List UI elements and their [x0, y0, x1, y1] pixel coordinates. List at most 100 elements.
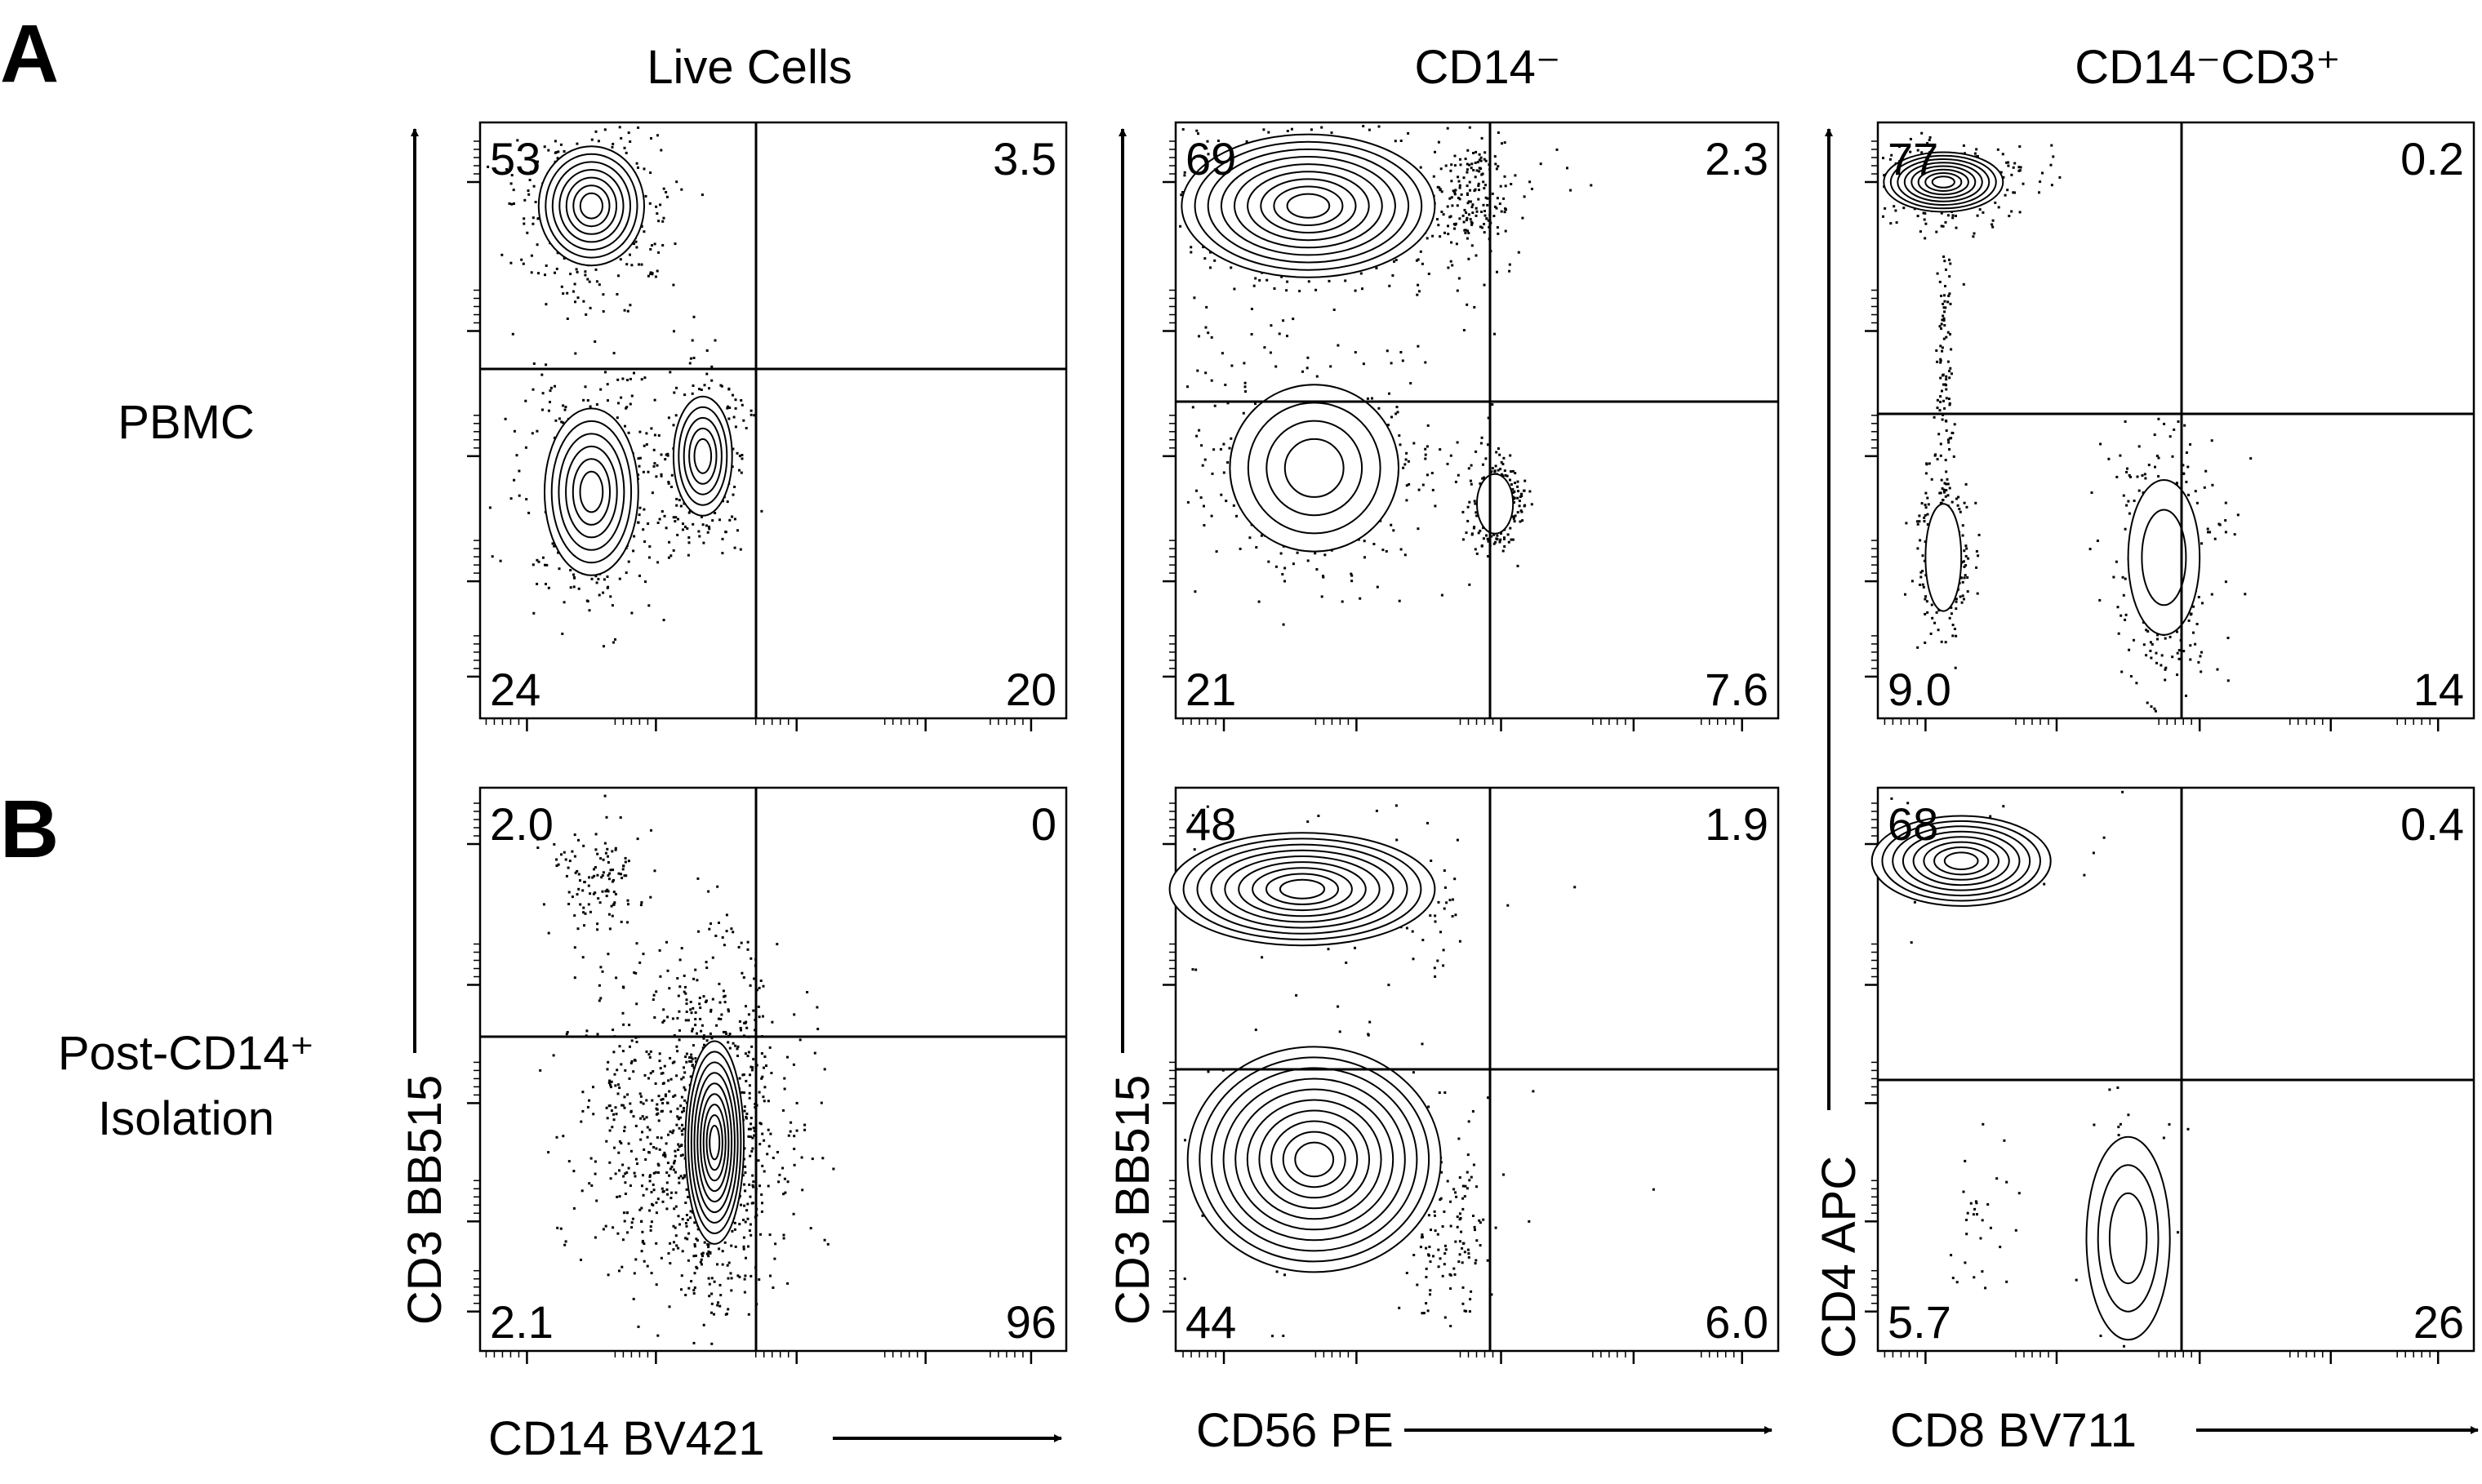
- event-dot: [668, 1090, 671, 1093]
- event-dot: [2213, 537, 2217, 540]
- event-dot: [1955, 634, 1958, 638]
- event-dot: [1468, 126, 1471, 129]
- event-dot: [747, 1313, 750, 1316]
- event-dot: [669, 1130, 672, 1133]
- event-dot: [672, 1129, 675, 1132]
- plot-a-live-cells: 53 3.524 20: [467, 121, 1068, 731]
- event-dot: [1944, 419, 1947, 422]
- event-dot: [708, 525, 710, 528]
- event-dot: [749, 1154, 752, 1157]
- event-dot: [736, 451, 739, 455]
- event-dot: [608, 872, 612, 875]
- event-dot: [2224, 580, 2227, 584]
- event-dot: [599, 997, 603, 1000]
- event-dot: [1314, 288, 1318, 291]
- event-dot: [786, 1282, 790, 1285]
- event-dot: [2002, 176, 2005, 179]
- event-dot: [2098, 598, 2102, 602]
- event-dot: [677, 1117, 680, 1120]
- event-dot: [584, 912, 587, 915]
- event-dot: [722, 1030, 725, 1033]
- density-contours: [1883, 151, 2201, 636]
- event-dot: [573, 914, 576, 918]
- event-dot: [1201, 1214, 1204, 1217]
- event-dot: [668, 987, 671, 990]
- event-dot: [2201, 602, 2204, 605]
- event-dot: [618, 1086, 621, 1090]
- event-dot: [2013, 162, 2017, 165]
- event-dot: [792, 1212, 795, 1215]
- event-dot: [1509, 527, 1512, 530]
- event-dot: [1889, 222, 1893, 225]
- event-dot: [707, 1255, 710, 1258]
- event-dot: [629, 377, 632, 380]
- event-dot: [542, 903, 545, 906]
- event-dot: [1942, 317, 1946, 320]
- event-dot: [1942, 224, 1945, 228]
- event-dot: [2121, 575, 2124, 579]
- event-dot: [1904, 593, 1906, 596]
- event-dot: [1933, 621, 1937, 624]
- event-dot: [1499, 538, 1502, 541]
- event-dot: [711, 997, 714, 1001]
- event-dot: [1482, 203, 1485, 207]
- event-dot: [1450, 180, 1453, 183]
- event-dot: [621, 1104, 625, 1107]
- event-dot: [1948, 487, 1951, 490]
- event-dot: [689, 1008, 692, 1011]
- event-dot: [1466, 168, 1469, 171]
- event-dot: [706, 1243, 709, 1246]
- event-dot: [681, 1153, 684, 1157]
- event-dot: [532, 170, 534, 173]
- event-dot: [1512, 515, 1515, 518]
- event-dot: [1472, 169, 1475, 171]
- event-dot: [626, 899, 629, 902]
- event-dot: [749, 1195, 752, 1198]
- event-dot: [749, 957, 753, 960]
- event-dot: [1193, 848, 1196, 851]
- event-dot: [742, 1091, 745, 1095]
- event-dot: [1399, 548, 1403, 551]
- event-dot: [1228, 447, 1231, 450]
- event-dot: [1181, 128, 1185, 131]
- event-dot: [1464, 229, 1467, 232]
- event-dot: [727, 388, 731, 391]
- event-dot: [1955, 497, 1958, 500]
- event-dot: [2153, 433, 2156, 437]
- event-dot: [626, 921, 629, 924]
- event-dot: [1520, 492, 1523, 495]
- event-dot: [1412, 442, 1416, 445]
- contour-ring: [690, 1061, 739, 1224]
- event-dot: [701, 1263, 703, 1266]
- event-dot: [1973, 152, 1977, 155]
- event-dot: [1942, 314, 1945, 318]
- event-dot: [731, 1229, 734, 1233]
- event-dot: [619, 816, 622, 819]
- event-dot: [678, 1223, 681, 1226]
- event-dot: [632, 1115, 635, 1118]
- event-dot: [680, 1274, 683, 1277]
- event-dot: [630, 1039, 634, 1042]
- event-dot: [669, 1110, 673, 1113]
- event-dot: [683, 990, 686, 993]
- event-dot: [656, 561, 660, 564]
- event-dot: [1948, 275, 1951, 278]
- event-dot: [1511, 488, 1515, 491]
- event-dot: [1965, 505, 1968, 509]
- event-dot: [1203, 524, 1206, 527]
- event-dot: [2194, 490, 2197, 493]
- plot-b-cd14neg: 48 1.944 6.0: [1163, 786, 1780, 1364]
- event-dot: [752, 1009, 755, 1012]
- event-dot: [563, 851, 566, 854]
- event-dot: [598, 984, 601, 987]
- event-dot: [1996, 148, 1999, 151]
- event-dot: [2124, 577, 2127, 580]
- event-dot: [607, 1273, 610, 1277]
- event-dot: [576, 869, 579, 873]
- event-dot: [1320, 595, 1323, 598]
- event-dot: [1484, 457, 1488, 460]
- event-dot: [1257, 600, 1261, 603]
- event-dot: [1919, 539, 1922, 542]
- event-dot: [1487, 540, 1490, 543]
- event-dot: [1267, 560, 1270, 563]
